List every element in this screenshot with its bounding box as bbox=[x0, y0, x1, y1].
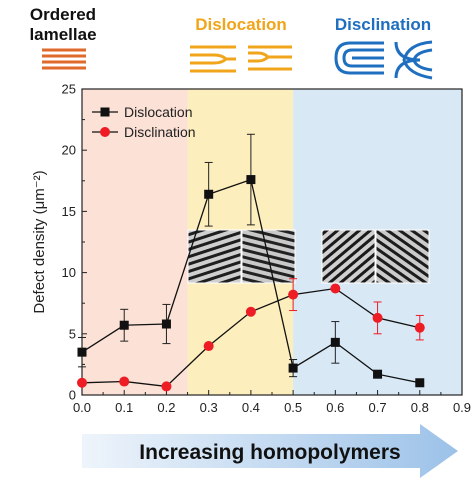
legend-dislocation-label: Dislocation bbox=[124, 104, 192, 120]
legend-dislocation-marker bbox=[100, 107, 110, 117]
x-tick-label: 0.8 bbox=[411, 400, 429, 415]
x-tick-label: 0.0 bbox=[73, 400, 91, 415]
data-markers bbox=[77, 175, 425, 392]
sem-inset-1 bbox=[187, 229, 242, 284]
dislocation-header-label: Dislocation bbox=[195, 15, 287, 34]
dislocation-point bbox=[288, 363, 298, 373]
disclination-point bbox=[414, 322, 425, 333]
x-tick-label: 0.5 bbox=[284, 400, 302, 415]
x-tick-label: 0.3 bbox=[200, 400, 218, 415]
sem-inset-3 bbox=[321, 229, 376, 284]
x-tick-label: 0.9 bbox=[453, 400, 471, 415]
ordered-label-line1: Ordered bbox=[30, 5, 96, 24]
arrow-shape bbox=[82, 424, 458, 478]
y-tick-label: 25 bbox=[62, 82, 76, 97]
x-tick-label: 0.7 bbox=[369, 400, 387, 415]
sem-inset-4 bbox=[375, 229, 430, 284]
dislocation-point bbox=[119, 320, 129, 330]
legend-disclination-label: Disclination bbox=[124, 124, 196, 140]
disclination-point bbox=[330, 283, 341, 294]
legend: Dislocation Disclination bbox=[92, 104, 196, 140]
legend-disclination-marker bbox=[100, 127, 110, 137]
x-tick-label: 0.1 bbox=[115, 400, 133, 415]
header-disclination: Disclination bbox=[334, 15, 433, 80]
y-axis-label: Defect density (μm⁻²) bbox=[31, 170, 48, 313]
sem-insets bbox=[187, 229, 430, 284]
axes bbox=[81, 88, 463, 396]
dislocation-point bbox=[415, 378, 425, 388]
header-ordered-lamellae: Ordered lamellae bbox=[29, 5, 97, 70]
tick-labels: 0.0 0.1 0.2 0.3 0.4 0.5 0.6 0.7 0.8 0.9 0 5 10 15 20 25 bbox=[62, 82, 472, 416]
y-tick-label: 5 bbox=[69, 326, 76, 341]
dislocation-icon bbox=[190, 45, 292, 73]
y-tick-label: 0 bbox=[69, 388, 76, 403]
ordered-lamellae-icon bbox=[42, 48, 86, 70]
arrow-label: Increasing homopolymers bbox=[139, 441, 400, 464]
dislocation-point bbox=[77, 347, 87, 357]
header-dislocation: Dislocation bbox=[190, 15, 292, 73]
x-tick-label: 0.6 bbox=[326, 400, 344, 415]
disclination-point bbox=[203, 341, 214, 352]
dislocation-point bbox=[330, 337, 340, 347]
x-tick-label: 0.4 bbox=[242, 400, 260, 415]
disclination-point bbox=[119, 376, 130, 387]
dislocation-point bbox=[246, 175, 256, 185]
x-tick-label: 0.2 bbox=[157, 400, 175, 415]
disclination-icon bbox=[334, 40, 433, 80]
increasing-arrow: Increasing homopolymers bbox=[82, 424, 458, 478]
disclination-header-label: Disclination bbox=[335, 15, 431, 34]
disclination-point bbox=[288, 289, 299, 300]
y-tick-label: 20 bbox=[62, 143, 76, 158]
disclination-point bbox=[77, 377, 87, 388]
disclination-point bbox=[245, 306, 256, 317]
disclination-point bbox=[161, 381, 172, 392]
disclination-point bbox=[372, 312, 383, 323]
dislocation-point bbox=[204, 189, 214, 199]
dislocation-point bbox=[161, 319, 171, 329]
y-tick-label: 10 bbox=[62, 265, 76, 280]
ordered-label-line2: lamellae bbox=[29, 25, 96, 44]
y-tick-label: 15 bbox=[62, 204, 76, 219]
dislocation-point bbox=[373, 369, 383, 379]
